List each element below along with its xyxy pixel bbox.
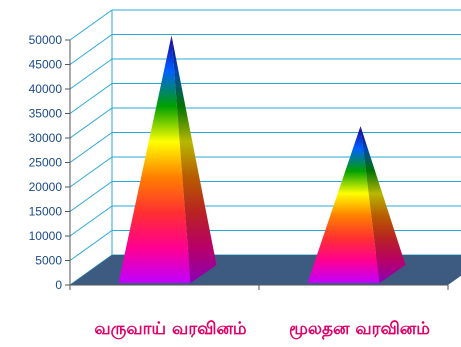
y-tick-label: 50000 [29, 33, 63, 47]
gridline-depth [69, 58, 113, 90]
y-tick-label: 45000 [29, 58, 63, 72]
gridline-depth [69, 156, 113, 188]
pyramid-front-face [307, 126, 380, 283]
pyramid-1 [307, 126, 406, 283]
category-label: வருவாய் வரவினம் [94, 319, 247, 339]
category-label: மூலதன வரவினம் [289, 319, 430, 339]
gridline-depth [69, 230, 113, 261]
pyramid-0 [118, 35, 217, 284]
y-tick-label: 0 [55, 278, 62, 292]
y-tick-label: 10000 [29, 229, 63, 243]
label-layer: வருவாய் வரவினம் மூலதன வரவினம் [94, 319, 430, 339]
pyramid-side-shade [171, 35, 217, 284]
y-tick-label: 35000 [29, 107, 63, 121]
gridline-depth [69, 83, 113, 114]
gridline-depth [69, 132, 113, 163]
bar-layer [118, 35, 406, 284]
y-tick-label: 5000 [35, 254, 62, 268]
gridline-depth [69, 9, 113, 41]
y-tick-label: 15000 [29, 205, 63, 219]
y-tick-label: 20000 [29, 180, 63, 194]
gridline-depth [69, 181, 113, 212]
pyramid-side-face [171, 35, 217, 284]
y-tick-label: 40000 [29, 82, 63, 96]
pyramid-side-face [360, 126, 406, 283]
gridline-depth [69, 205, 113, 237]
gridline-depth [69, 34, 113, 65]
y-tick-label: 30000 [29, 131, 63, 145]
gridline-depth [69, 107, 113, 139]
pyramid-front-face [118, 35, 191, 284]
y-tick-label: 25000 [29, 156, 63, 170]
axis-layer: 0 5000 10000 15000 20000 25000 30000 35000 40000… [29, 33, 449, 292]
pyramid-side-shade [360, 126, 406, 283]
